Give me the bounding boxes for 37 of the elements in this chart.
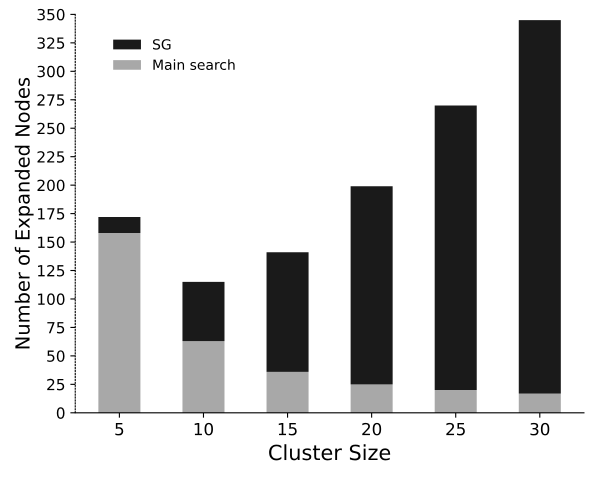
y-tick-label: 200 [37,180,65,192]
y-tick-label: 225 [37,151,64,163]
bar [518,393,561,413]
x-tick-label: 30 [530,422,550,436]
x-tick-label: 20 [362,422,382,436]
y-tick-label: 0 [56,407,65,419]
legend-label: Main search [153,59,235,70]
bar [434,390,477,413]
bar [350,186,393,384]
bar [518,20,561,394]
y-tick-label: 50 [47,350,65,362]
bar [434,105,477,390]
x-tick-label: 10 [194,422,213,436]
y-tick-label: 75 [47,322,64,334]
y-tick-label: 275 [37,94,64,106]
y-tick-label: 25 [47,378,64,390]
bar [350,384,393,413]
x-tick-label: 15 [278,423,297,436]
x-tick-label: 5 [115,423,124,436]
y-tick-label: 250 [37,122,65,134]
x-axis-title: Cluster Size [269,444,390,460]
y-tick-label: 150 [38,236,65,248]
y-tick-label: 175 [38,208,64,220]
y-axis-title: Number of Expanded Nodes [14,78,34,348]
y-tick-label: 350 [38,8,65,20]
bar [182,341,224,413]
y-tick-label: 325 [38,37,64,49]
bar [182,282,224,342]
y-tick-label: 300 [38,66,65,78]
bar [266,372,309,413]
y-tick-label: 125 [38,264,64,277]
x-tick-label: 25 [446,422,465,436]
bar [98,232,140,413]
bar [98,217,140,233]
legend-label: SG [152,39,171,50]
y-tick-label: 100 [38,293,65,305]
bar [266,252,309,372]
